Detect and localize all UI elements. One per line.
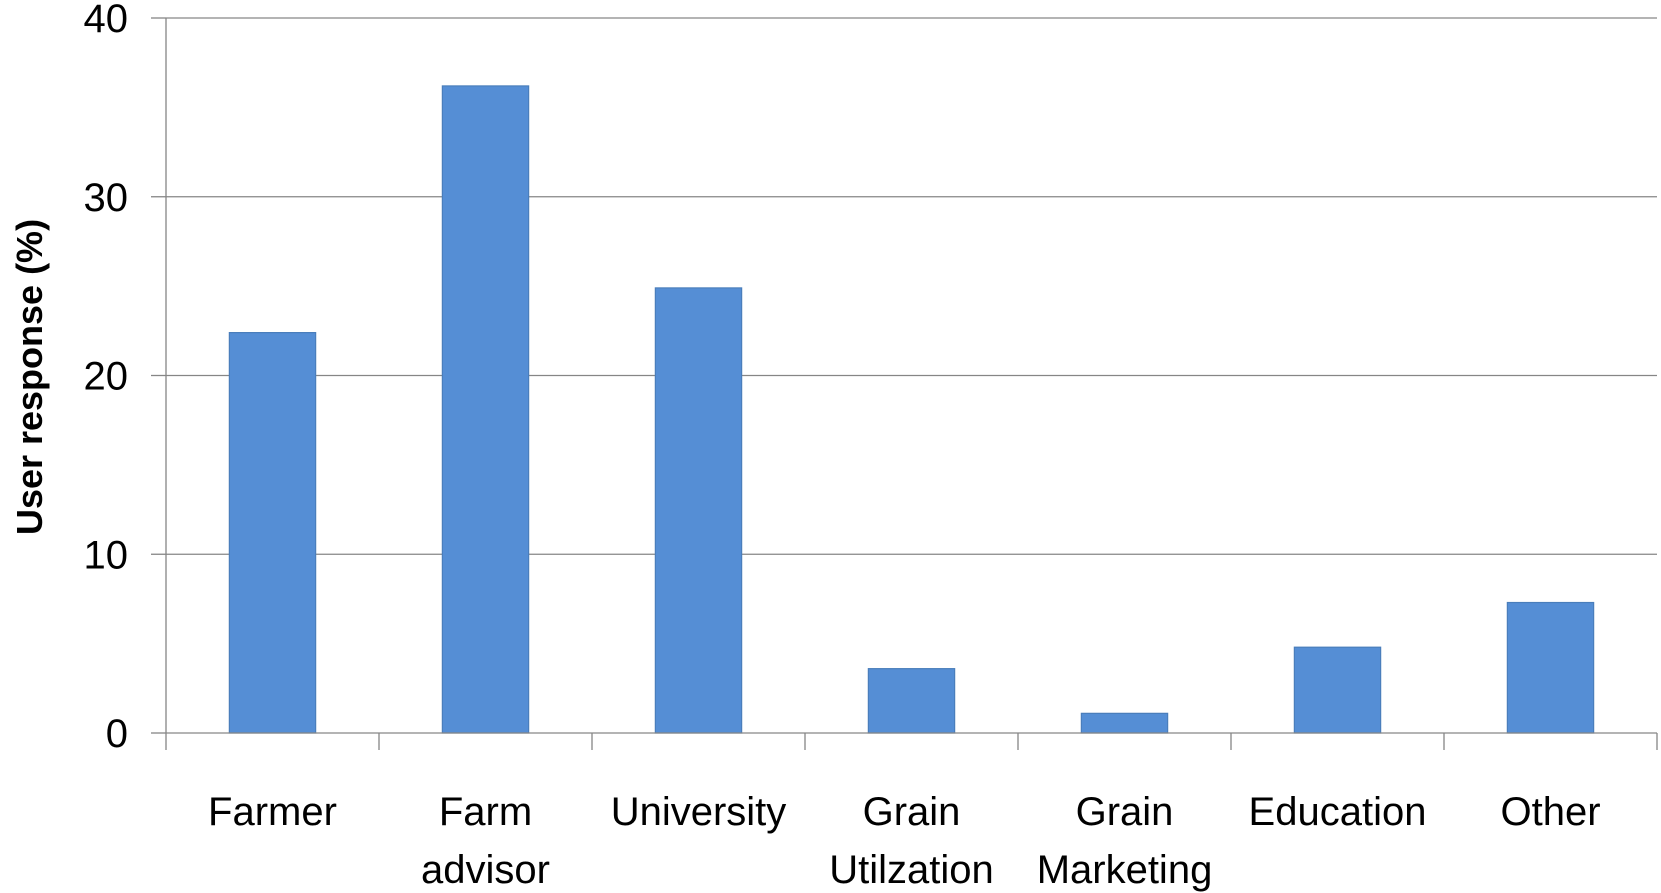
y-tick-label: 40 — [84, 0, 129, 41]
y-axis-title: User response (%) — [9, 219, 50, 535]
bar — [1293, 646, 1382, 734]
bar — [654, 287, 743, 734]
y-tick-labels: 0 10 20 30 40 — [84, 0, 129, 756]
bar — [1080, 712, 1169, 734]
bar — [1506, 601, 1595, 734]
x-tick-labels: Farmer Farm advisor University Grain Utilzati… — [208, 790, 1600, 892]
x-tick-label: Farm advisor — [421, 790, 550, 892]
x-tick-label: Grain Marketing — [1037, 790, 1213, 892]
y-tick-label: 0 — [106, 712, 128, 756]
bar — [867, 668, 956, 734]
y-tick-label: 10 — [84, 533, 129, 577]
bars — [228, 85, 1595, 734]
bar — [228, 332, 317, 734]
gridlines — [166, 17, 1657, 555]
axes — [151, 17, 1658, 750]
y-tick-label: 20 — [84, 355, 129, 399]
y-tick-label: 30 — [84, 176, 129, 220]
x-tick-label: University — [611, 790, 787, 834]
x-tick-label: Education — [1249, 790, 1427, 834]
x-tick-label: Farmer — [208, 790, 337, 834]
bar — [441, 85, 530, 734]
x-tick-label: Other — [1500, 790, 1600, 834]
x-tick-label: Grain Utilzation — [829, 790, 994, 892]
